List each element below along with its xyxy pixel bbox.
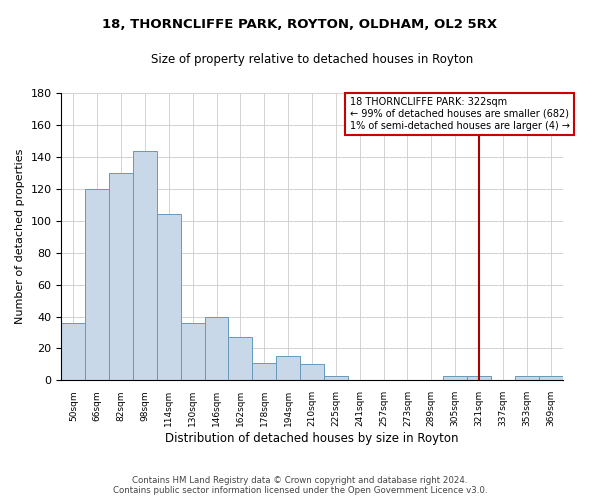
Bar [205,316,229,380]
Bar [157,214,181,380]
Bar [181,323,205,380]
Bar [515,376,539,380]
Text: 18 THORNCLIFFE PARK: 322sqm
← 99% of detached houses are smaller (682)
1% of sem: 18 THORNCLIFFE PARK: 322sqm ← 99% of det… [350,98,569,130]
Bar [133,150,157,380]
Bar [539,376,563,380]
Bar [467,376,491,380]
Bar [300,364,324,380]
Bar [61,323,85,380]
Text: 18, THORNCLIFFE PARK, ROYTON, OLDHAM, OL2 5RX: 18, THORNCLIFFE PARK, ROYTON, OLDHAM, OL… [103,18,497,30]
Bar [276,356,300,380]
Bar [443,376,467,380]
Bar [229,338,253,380]
Text: Contains HM Land Registry data © Crown copyright and database right 2024.
Contai: Contains HM Land Registry data © Crown c… [113,476,487,495]
Bar [324,376,348,380]
Y-axis label: Number of detached properties: Number of detached properties [15,149,25,324]
Bar [253,363,276,380]
Bar [85,189,109,380]
Title: Size of property relative to detached houses in Royton: Size of property relative to detached ho… [151,52,473,66]
X-axis label: Distribution of detached houses by size in Royton: Distribution of detached houses by size … [165,432,459,445]
Bar [109,173,133,380]
